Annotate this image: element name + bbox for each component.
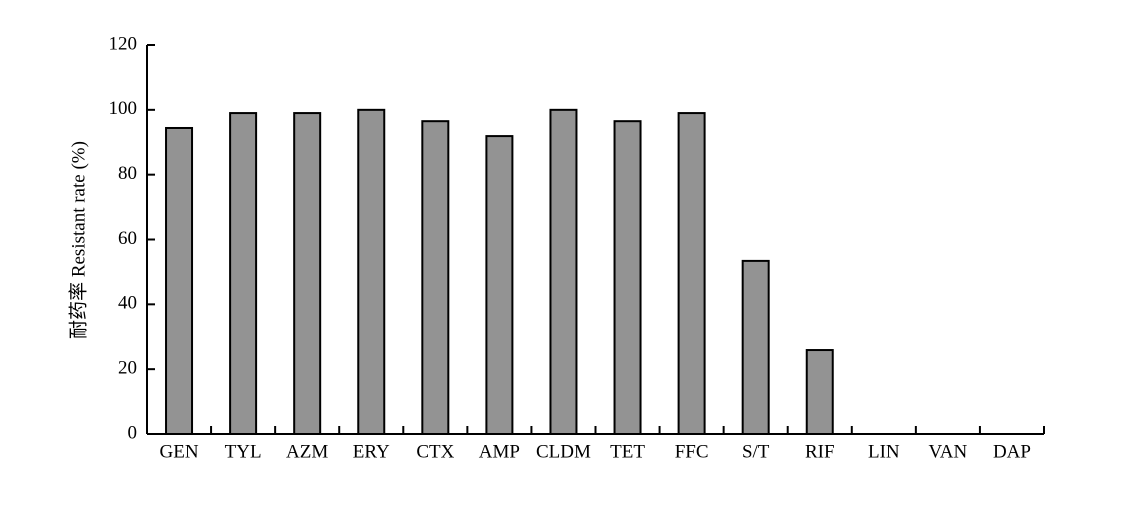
x-tick-label: TYL <box>225 441 262 462</box>
bar <box>549 108 578 435</box>
y-tick-label: 0 <box>128 422 138 443</box>
x-tick-label: VAN <box>929 441 968 462</box>
x-tick-label: LIN <box>868 441 900 462</box>
bar <box>165 126 194 435</box>
x-tick-label: ERY <box>353 441 390 462</box>
x-tick-label: AMP <box>479 441 520 462</box>
y-axis-label: 耐药率 Resistant rate (%) <box>67 141 89 339</box>
bar <box>485 135 514 436</box>
y-tick-label: 100 <box>109 98 138 119</box>
bar <box>741 259 770 435</box>
y-tick-label: 20 <box>118 358 137 379</box>
x-tick-label: FFC <box>675 441 709 462</box>
x-tick-label: DAP <box>993 441 1031 462</box>
x-tick-label: S/T <box>742 441 770 462</box>
x-tick-label: CLDM <box>536 441 591 462</box>
y-tick-label: 40 <box>118 293 137 314</box>
bar <box>421 120 450 435</box>
y-tick-label: 60 <box>118 228 137 249</box>
bar <box>677 112 706 435</box>
y-tick-label: 120 <box>109 33 138 54</box>
bar <box>357 108 386 435</box>
bar <box>805 349 834 435</box>
bar <box>613 120 642 435</box>
bar <box>293 112 322 435</box>
x-tick-label: TET <box>610 441 645 462</box>
y-tick-label: 80 <box>118 163 137 184</box>
x-tick-label: CTX <box>416 441 454 462</box>
x-tick-label: AZM <box>286 441 328 462</box>
bar <box>229 112 258 435</box>
x-tick-label: RIF <box>805 441 835 462</box>
x-tick-label: GEN <box>160 441 199 462</box>
